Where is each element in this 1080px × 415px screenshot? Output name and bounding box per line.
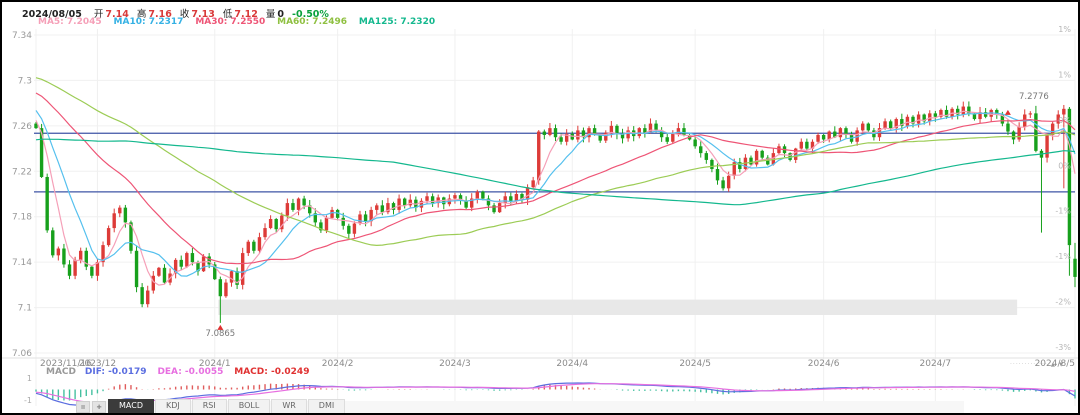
svg-text:-1%: -1% [1055, 207, 1071, 216]
ma125-legend: MA125: 7.2320 [358, 17, 436, 27]
high-label: 高 [136, 9, 147, 20]
annotations-layer: 7.0865 7.2776 [205, 92, 1048, 339]
close-value: 7.13 [191, 9, 215, 20]
svg-text:0%: 0% [1058, 161, 1071, 170]
tab-boll[interactable]: BOLL [227, 399, 271, 413]
quote-date: 2024/08/05 [22, 9, 82, 20]
svg-text:7.34: 7.34 [12, 31, 32, 41]
low-label: 低 [222, 9, 233, 20]
svg-text:2024/8/5: 2024/8/5 [1035, 359, 1075, 369]
tab-wr[interactable]: WR [271, 399, 307, 413]
low-value: 7.12 [234, 9, 258, 20]
ma-line-MA10 [35, 110, 1076, 277]
ma-line-MA60 [35, 77, 1076, 247]
chart-settings-icon[interactable]: ✚ [92, 401, 106, 413]
axis-labels: 7.34 1% 7.3 1% 7.26 0% 7.22 0% 7.18 -1% 7.14 -1% 7.1… [12, 25, 1075, 369]
dea-line [35, 383, 1076, 405]
svg-text:-2%: -2% [1055, 298, 1071, 307]
ma30-legend: MA30: 7.2550 [195, 17, 266, 27]
svg-text:7.22: 7.22 [12, 167, 32, 177]
open-label: 开 [93, 9, 104, 20]
macd-legend: MACD DIF: -0.0179 DEA: -0.0055 MACD: -0.… [46, 367, 317, 377]
volume-value: 0 [277, 9, 284, 20]
svg-text:2023/12: 2023/12 [79, 359, 116, 369]
high-value: 7.16 [148, 9, 172, 20]
scroll-down-icon[interactable]: ▼ [1059, 362, 1065, 368]
svg-text:1%: 1% [1058, 70, 1071, 79]
svg-text:-1: -1 [24, 396, 32, 405]
svg-text:7.1: 7.1 [18, 304, 32, 314]
svg-text:7.06: 7.06 [12, 349, 32, 359]
svg-text:2024/5: 2024/5 [679, 359, 711, 369]
level-lines [34, 132, 1075, 193]
dea-value: DEA: -0.0055 [157, 367, 224, 377]
mini-scrollbar[interactable]: ············· ▲ ▼ [1010, 361, 1064, 368]
tab-kdj[interactable]: KDJ [154, 399, 191, 413]
svg-text:0%: 0% [1058, 116, 1071, 125]
grid-layer [2, 29, 1078, 406]
macd-title: MACD [46, 367, 76, 377]
svg-text:7.14: 7.14 [12, 258, 32, 268]
tab-dmi[interactable]: DMI [307, 399, 346, 413]
ma10-legend: MA10: 7.2317 [113, 17, 184, 27]
scroll-up-icon[interactable]: ▲ [1050, 362, 1057, 368]
svg-text:2024/7: 2024/7 [920, 359, 952, 369]
low-price-label: 7.0865 [205, 329, 235, 339]
buy-signal-arrow-icon [217, 324, 224, 330]
ma-legend: MA5: 7.2045 MA10: 7.2317 MA30: 7.2550 MA… [38, 17, 444, 27]
volume-label: 量 [265, 9, 276, 20]
svg-text:1: 1 [27, 374, 32, 383]
tab-rsi[interactable]: RSI [191, 399, 227, 413]
svg-text:-3%: -3% [1055, 343, 1071, 352]
ma-lines-layer [35, 77, 1076, 286]
gray-band [218, 299, 1018, 315]
scrollbar-dots[interactable]: ············· [1010, 361, 1048, 368]
svg-text:7.3: 7.3 [18, 76, 32, 86]
open-value: 7.14 [105, 9, 129, 20]
svg-text:2024/1: 2024/1 [199, 359, 231, 369]
change-percent: -0.50% [292, 9, 329, 20]
svg-text:1%: 1% [1058, 25, 1071, 34]
ma60-legend: MA60: 7.2496 [277, 17, 348, 27]
macd-pane: 1 -1 [24, 374, 1076, 407]
svg-text:2024/2: 2024/2 [322, 359, 354, 369]
ma5-legend: MA5: 7.2045 [38, 17, 102, 27]
svg-text:2024/3: 2024/3 [439, 359, 471, 369]
svg-text:7.18: 7.18 [12, 213, 32, 223]
svg-text:-1%: -1% [1055, 252, 1071, 261]
candles-layer [34, 101, 1077, 323]
macd-value: MACD: -0.0249 [234, 367, 310, 377]
close-label: 收 [179, 9, 190, 20]
svg-text:2023/11/16: 2023/11/16 [40, 359, 92, 369]
signal-arrow-icon [1004, 109, 1011, 115]
indicator-tab-strip: ≣ ✚ MACD KDJ RSI BOLL WR DMI [76, 399, 964, 413]
tab-macd[interactable]: MACD [108, 399, 154, 413]
svg-text:7.26: 7.26 [12, 122, 32, 132]
ma-line-MA5 [35, 110, 1076, 286]
dif-value: DIF: -0.0179 [84, 367, 147, 377]
chart-options-icon[interactable]: ≣ [76, 401, 90, 413]
high-price-label: 7.2776 [1019, 92, 1049, 102]
svg-text:2024/4: 2024/4 [556, 359, 588, 369]
svg-text:2024/6: 2024/6 [808, 359, 840, 369]
ma-line-MA125 [35, 138, 1076, 206]
